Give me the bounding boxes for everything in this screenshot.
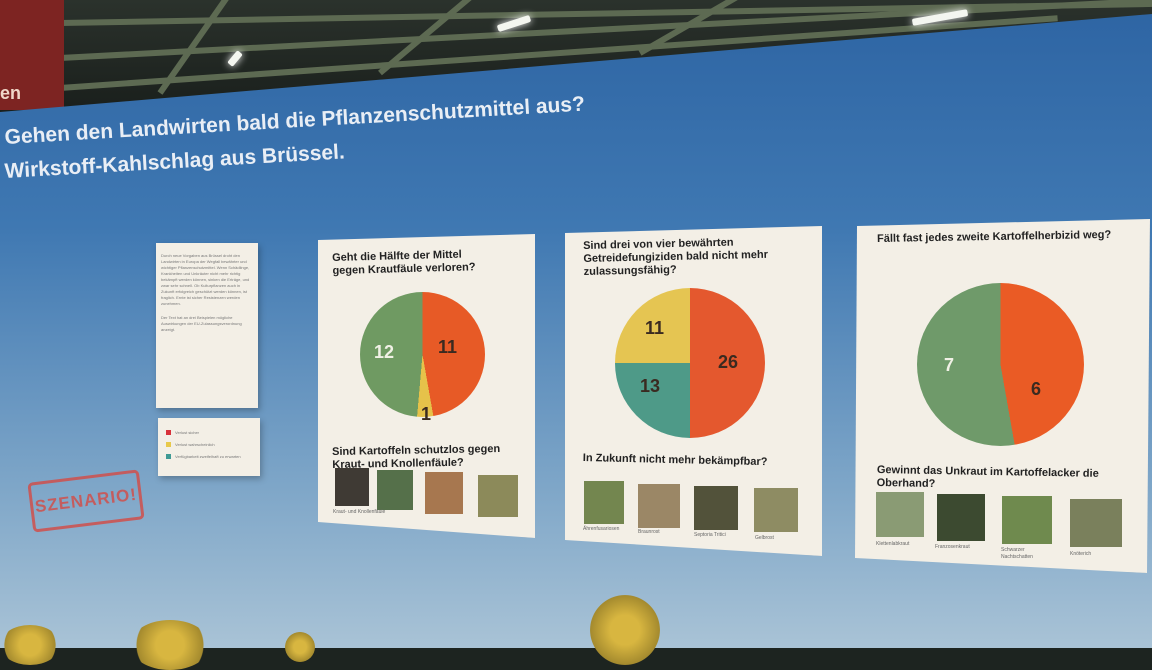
photo-caption: Septoria Tritici [694,532,726,538]
intro-paragraph-2: Der Text hat an drei Beispielen mögliche… [161,315,242,332]
panel-late-blight: Geht die Hälfte der Mittel gegen Krautfä… [318,234,535,538]
banner-text: en [0,83,22,103]
photo-septoria [694,486,738,530]
pie-value-yellow: 11 [645,318,665,338]
panel-question: Fällt fast jedes zweite Kartoffelherbizi… [877,228,1112,245]
panel-potato-herbicides: Fällt fast jedes zweite Kartoffelherbizi… [855,219,1150,573]
photo-caption: Gelbrost [755,535,774,541]
legend-label: Verfügbarkeit zweifelhaft zu erwarten [175,454,241,459]
pie-value-teal: 13 [640,376,661,396]
panel-subquestion: In Zukunft nicht mehr bekämpfbar? [582,452,768,469]
legend-label: Verlust sicher [175,430,200,435]
ceiling-light [227,50,243,67]
panel-cereal-fungicides: Sind drei von vier bewährten Getreidefun… [565,226,822,556]
pie-chart [615,288,765,438]
intro-paragraph-1: Durch neue Vorgaben aus Brüssel droht de… [161,253,250,306]
pie-value-green: 12 [374,342,395,362]
photo-caption: Schwarzer Nachtschatten [1001,547,1033,560]
pie-value-green: 7 [944,355,955,375]
photo-caption: Kraut- und Knollenfäule [333,509,386,515]
legend-label: Verlust wahrscheinlich [175,442,215,447]
photo-cut-tuber [425,472,463,514]
pie-value-red: 26 [718,352,739,372]
legend-item: Verlust wahrscheinlich [166,442,215,448]
foreground-flowers [0,625,60,665]
panel-question: Sind drei von vier bewährten Getreidefun… [583,236,769,278]
photo-knotweed [1070,499,1122,547]
foreground-flowers [285,632,315,662]
photo-caption: Klettenlabkraut [876,541,910,547]
photo-ear-fusarium [584,481,624,524]
photo-infected-tuber [335,468,369,506]
panel-question: Geht die Hälfte der Mittel gegen Krautfä… [332,248,476,277]
legend-swatch-red [166,430,171,436]
photo-yellow-rust [754,488,798,532]
photo-caption: Braunrost [638,529,660,535]
legend-swatch-teal [166,454,171,460]
foreground-flowers [130,620,210,670]
photo-caption: Ährenfusariosen [583,526,620,532]
background-banner: en [0,0,64,110]
photo-infected-leaf [377,470,413,510]
panel-subquestion: Gewinnt das Unkraut im Kartoffelacker di… [876,464,1099,491]
pie-value-yellow: 1 [421,404,432,424]
legend-item: Verlust sicher [166,430,199,436]
photo-blighted-field [478,475,518,517]
photo-cleavers [876,492,924,537]
pie-value-red: 11 [438,337,458,357]
photo-caption: Franzosenkraut [935,544,970,550]
pie-chart [917,283,1084,446]
legend-panel: Verlust sicher Verlust wahrscheinlich Ve… [158,418,260,476]
intro-panel: Durch neue Vorgaben aus Brüssel droht de… [156,243,258,408]
legend-swatch-yellow [166,442,171,448]
legend-item: Verfügbarkeit zweifelhaft zu erwarten [166,454,241,460]
foreground-flowers [590,595,660,665]
pie-value-red: 6 [1031,379,1042,399]
photo-caption: Knöterich [1070,551,1092,557]
photo-gallant-soldier [937,494,985,541]
photo-black-nightshade [1002,496,1052,544]
photo-brown-rust [638,484,680,528]
pie-chart [360,292,485,417]
